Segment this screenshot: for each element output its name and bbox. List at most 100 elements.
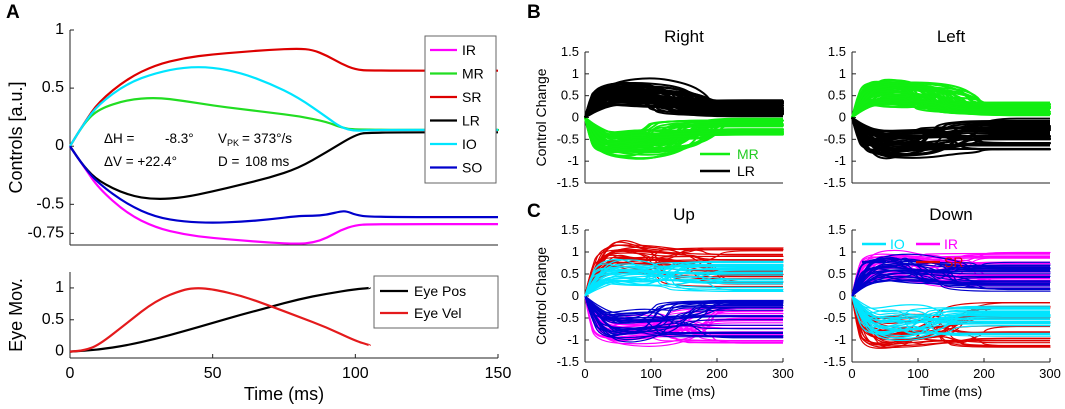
series-line-so bbox=[69, 145, 498, 224]
chart-title: Down bbox=[929, 205, 972, 224]
x-tick-label: 50 bbox=[204, 365, 222, 382]
legend-label-ir: IR bbox=[462, 42, 476, 58]
legend-box bbox=[424, 35, 497, 184]
series-line-eye-pos bbox=[69, 286, 371, 353]
x-axis-label: Time (ms) bbox=[244, 384, 324, 404]
y-tick-label: -0.5 bbox=[557, 310, 579, 325]
legend-label-sr: SR bbox=[462, 89, 481, 105]
saccade-annotation: ΔH = -8.3° V PK = 373°/s ΔV = +22.4° D =… bbox=[104, 131, 292, 169]
chart-controls: 1 0.5 0 -0.5 -0.75 Controls [a.u.] IR MR SR LR IO S… bbox=[6, 21, 500, 246]
annotation-dv-label: ΔV = +22.4° bbox=[104, 154, 177, 169]
y-tick-label: 0 bbox=[839, 110, 846, 125]
trace-so bbox=[851, 261, 1050, 297]
annotation-vpk-sub: PK bbox=[227, 138, 239, 148]
x-tick-label: 0 bbox=[581, 366, 588, 381]
y-tick-label: 0.5 bbox=[828, 266, 846, 281]
y-axis-label: Controls [a.u.] bbox=[6, 81, 26, 193]
x-tick-label: 200 bbox=[706, 366, 728, 381]
trace-lr bbox=[851, 117, 1052, 151]
chart-title: Up bbox=[673, 205, 695, 224]
y-tick-label: 0.5 bbox=[42, 311, 64, 328]
legend-box bbox=[373, 275, 499, 329]
y-tick-label: 1 bbox=[55, 21, 64, 38]
x-tick-label: 200 bbox=[973, 366, 995, 381]
trace-lr bbox=[851, 117, 1052, 152]
trace-sr bbox=[584, 244, 783, 297]
legend-label-eye-pos: Eye Pos bbox=[414, 283, 466, 299]
x-tick-label: 100 bbox=[907, 366, 929, 381]
y-tick-label: -1.5 bbox=[824, 175, 846, 190]
y-tick-label: -1.5 bbox=[824, 354, 846, 369]
y-tick-label: 0 bbox=[572, 110, 579, 125]
y-tick-label: 1 bbox=[839, 66, 846, 81]
trace-so bbox=[584, 295, 783, 343]
trace-mr bbox=[851, 98, 1050, 119]
series-line-eye-vel bbox=[69, 287, 371, 353]
y-tick-label: 0.5 bbox=[561, 266, 579, 281]
annotation-d-value: 108 ms bbox=[245, 154, 290, 169]
trace-io bbox=[851, 295, 1050, 325]
trace-so bbox=[584, 295, 783, 336]
trace-mr bbox=[584, 116, 783, 139]
annotation-vpk-label: V bbox=[218, 131, 227, 146]
panel-letter-c: C bbox=[527, 201, 541, 222]
y-tick-label: 0.5 bbox=[42, 79, 64, 96]
y-axis-label: Control Change bbox=[533, 68, 549, 166]
trace-io bbox=[584, 269, 783, 297]
trace-io bbox=[584, 264, 783, 297]
legend-label-so: SO bbox=[462, 160, 482, 176]
trace-so bbox=[584, 295, 783, 326]
legend: IO IR SO SR bbox=[862, 236, 963, 270]
trace-io bbox=[851, 295, 1050, 333]
y-axis-label: Eye Mov. bbox=[6, 278, 26, 352]
series-line-io bbox=[69, 66, 498, 147]
x-tick-label: 150 bbox=[485, 365, 512, 382]
trace-lr bbox=[584, 86, 785, 119]
series-line-sr bbox=[69, 47, 498, 147]
x-tick-label: 300 bbox=[1039, 366, 1061, 381]
y-tick-label: 0 bbox=[55, 137, 64, 154]
panel-letter-b: B bbox=[527, 2, 541, 23]
y-tick-label: 0.5 bbox=[828, 88, 846, 103]
x-tick-label: 0 bbox=[66, 365, 75, 382]
legend-label-mr: MR bbox=[737, 146, 759, 162]
y-tick-label: -0.5 bbox=[824, 310, 846, 325]
series-line-lr bbox=[69, 131, 498, 201]
y-tick-label: 1 bbox=[572, 66, 579, 81]
trace-io bbox=[584, 265, 783, 297]
x-tick-label: 0 bbox=[848, 366, 855, 381]
chart-title: Right bbox=[664, 27, 704, 46]
trace-io bbox=[584, 259, 784, 297]
trace-mr bbox=[584, 117, 783, 146]
trace-lr bbox=[584, 82, 783, 118]
y-tick-label: -1 bbox=[567, 332, 579, 347]
annotation-dh-label: ΔH = bbox=[104, 131, 135, 146]
x-tick-label: 100 bbox=[342, 365, 369, 382]
y-tick-label: -0.5 bbox=[557, 131, 579, 146]
annotation-dh-value: -8.3° bbox=[165, 131, 194, 146]
chart-title: Left bbox=[937, 27, 966, 46]
chart-right: 1.5 1 0.5 0 -0.5 -1 -1.5 Right Control Change MRL… bbox=[533, 27, 785, 190]
y-tick-label: 0 bbox=[55, 343, 64, 360]
trace-so bbox=[851, 259, 1050, 297]
trace-so bbox=[851, 263, 1051, 297]
y-tick-label: 1.5 bbox=[828, 44, 846, 59]
annotation-vpk-value: = 373°/s bbox=[242, 131, 292, 146]
y-tick-label: 1.5 bbox=[561, 222, 579, 237]
legend-label-ir: IR bbox=[944, 236, 958, 252]
trace-io bbox=[584, 261, 783, 297]
trace-so bbox=[851, 270, 1050, 297]
y-tick-label: 1.5 bbox=[828, 222, 846, 237]
y-tick-label: -0.5 bbox=[824, 131, 846, 146]
trace-io bbox=[584, 263, 784, 297]
y-tick-label: 1.5 bbox=[561, 44, 579, 59]
legend-label-io: IO bbox=[890, 236, 905, 252]
series-line-ir bbox=[69, 145, 498, 245]
trace-io bbox=[584, 265, 784, 297]
trace-so bbox=[584, 295, 783, 319]
y-tick-label: -0.75 bbox=[28, 224, 65, 241]
trace-mr bbox=[584, 117, 783, 147]
annotation-d-label: D = bbox=[218, 154, 240, 169]
